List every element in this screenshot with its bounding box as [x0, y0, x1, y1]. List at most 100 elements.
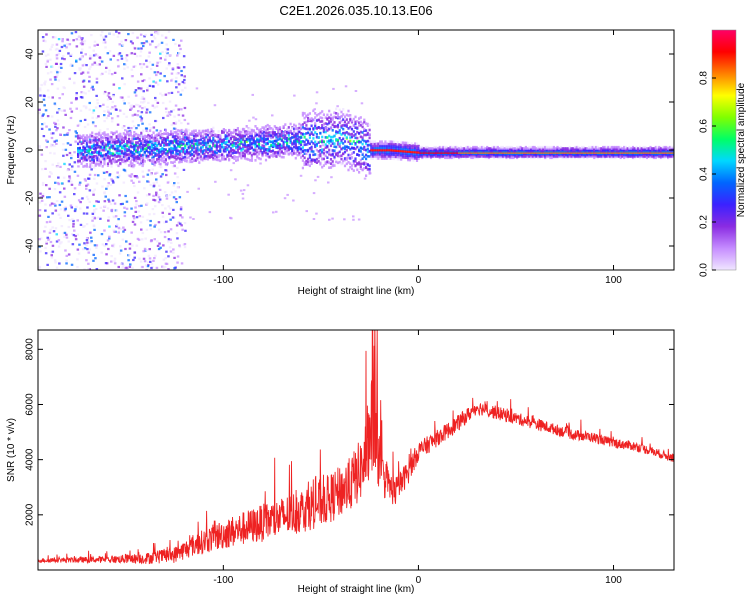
- spectrogram-cell: [78, 146, 81, 150]
- spectrogram-cell: [246, 184, 250, 187]
- spectrogram-cell: [183, 222, 187, 225]
- spectrogram-cell: [210, 139, 213, 143]
- spectrogram-cell: [141, 164, 144, 168]
- spectrogram-cell: [670, 145, 673, 149]
- spectrogram-cell: [163, 231, 167, 234]
- spectrogram-cell: [222, 138, 225, 142]
- spectrogram-cell: [176, 54, 179, 57]
- spectrogram-cell: [175, 224, 179, 227]
- spectrogram-cell: [143, 150, 146, 154]
- spectrogram-cell: [173, 148, 176, 152]
- spectrogram-cell: [294, 134, 297, 138]
- spectrogram-cell: [263, 134, 266, 137]
- spectrogram-cell: [55, 57, 59, 60]
- spectrogram-cell: [228, 133, 231, 137]
- spectrogram-cell: [317, 113, 320, 116]
- spectrogram-cell: [130, 179, 133, 182]
- spectrogram-cell: [99, 59, 102, 62]
- spectrogram-cell: [181, 80, 185, 84]
- spectrogram-cell: [53, 259, 57, 262]
- spectrogram-cell: [79, 109, 83, 112]
- spectrogram-cell: [275, 146, 278, 149]
- spectrogram-cell: [401, 156, 404, 159]
- spectrogram-cell: [201, 145, 204, 149]
- spectrogram-cell: [271, 141, 275, 144]
- spectrogram-cell: [130, 68, 134, 71]
- spectrogram-cell: [88, 101, 91, 105]
- spectrogram-cell: [435, 155, 438, 158]
- spectrogram-cell: [57, 165, 60, 168]
- spectrogram-cell: [482, 155, 485, 158]
- spectrogram-cell: [119, 203, 123, 206]
- spectrogram-cell: [329, 153, 333, 157]
- spectrogram-cell: [60, 182, 64, 185]
- spectrogram-cell: [125, 54, 129, 57]
- spectrogram-cell: [300, 136, 303, 139]
- spectrogram-cell: [672, 155, 674, 158]
- spectrogram-cell: [55, 142, 58, 145]
- spectrogram-cell: [661, 145, 664, 149]
- spectrogram-cell: [46, 72, 50, 75]
- spectrogram-cell: [154, 99, 157, 102]
- spectrogram-cell: [91, 139, 94, 143]
- spectrogram-cell: [108, 138, 111, 141]
- spectrogram-cell: [354, 136, 357, 140]
- spectrogram-cell: [658, 148, 661, 152]
- spectrogram-cell: [212, 130, 215, 133]
- spectrogram-cell: [150, 152, 153, 156]
- spectrogram-cell: [171, 141, 174, 145]
- spectrogram-cell: [312, 118, 315, 122]
- spectrogram-cell: [199, 150, 203, 153]
- spectrogram-cell: [152, 184, 156, 187]
- spectrogram-cell: [308, 136, 311, 139]
- spectrogram-cell: [408, 148, 412, 151]
- spectrogram-cell: [300, 141, 303, 144]
- spectrogram-cell: [180, 140, 183, 143]
- spectrogram-cell: [143, 35, 146, 38]
- spectrogram-cell: [125, 240, 128, 243]
- spectrogram-ytick-label: -20: [25, 190, 36, 205]
- spectrogram-cell: [600, 148, 603, 152]
- spectrogram-cell: [331, 160, 334, 163]
- spectrogram-cell: [640, 147, 643, 150]
- spectrogram-cell: [122, 144, 125, 147]
- spectrogram-cell: [528, 155, 531, 158]
- spectrogram-cell: [77, 165, 80, 168]
- spectrogram-cell: [120, 54, 123, 58]
- spectrogram-cell: [354, 147, 357, 151]
- spectrogram-cell: [191, 139, 194, 142]
- spectrogram-cell: [136, 148, 139, 152]
- spectrogram-cell: [54, 78, 57, 81]
- spectrogram-cell: [250, 129, 253, 133]
- spectrogram-cell: [168, 111, 171, 114]
- spectrogram-cell: [245, 131, 248, 135]
- spectrogram-cell: [210, 132, 213, 136]
- spectrogram-cell: [120, 160, 124, 163]
- spectrogram-cell: [105, 157, 108, 160]
- spectrogram-cell: [168, 246, 172, 249]
- spectrogram-cell: [163, 132, 166, 136]
- spectrogram-cell: [110, 208, 114, 211]
- spectrogram-cell: [314, 131, 317, 134]
- spectrogram-cell: [49, 145, 53, 148]
- spectrogram-cell: [368, 140, 371, 143]
- spectrogram-cell: [136, 141, 139, 144]
- spectrogram-cell: [163, 191, 167, 194]
- spectrogram-cell: [577, 145, 580, 149]
- spectrogram-cell: [162, 266, 165, 269]
- spectrogram-cell: [315, 91, 319, 94]
- spectrogram-cell: [57, 183, 61, 186]
- spectrogram-cell: [254, 148, 257, 152]
- spectrogram-cell: [303, 152, 306, 155]
- spectrogram-cell: [161, 146, 164, 150]
- spectrogram-cell: [322, 148, 325, 151]
- spectrogram-cell: [519, 145, 522, 149]
- spectrogram-cell: [293, 142, 296, 145]
- spectrogram-cell: [456, 155, 459, 158]
- spectrogram-cell: [635, 148, 638, 152]
- spectrogram-cell: [156, 144, 159, 147]
- spectrogram-cell: [219, 146, 222, 149]
- spectrogram-cell: [271, 145, 275, 148]
- spectrogram-cell: [78, 153, 81, 156]
